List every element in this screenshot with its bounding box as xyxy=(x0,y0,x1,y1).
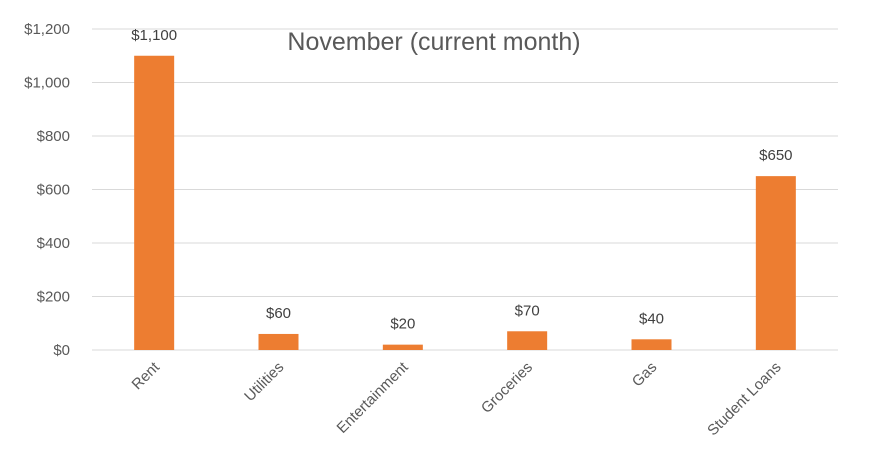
x-category-label: Gas xyxy=(629,359,660,390)
x-category-label: Student Loans xyxy=(704,359,784,439)
x-axis-category-labels: Rent Utilities Entertainment Groceries Gas St… xyxy=(129,358,785,439)
bar xyxy=(382,344,423,350)
x-category-label: Utilities xyxy=(241,359,287,405)
chart-title: November (current month) xyxy=(287,28,580,56)
y-tick-label: $1,200 xyxy=(24,21,70,38)
y-tick-label: $1,000 xyxy=(24,75,70,92)
bar xyxy=(507,331,548,350)
x-category-label: Rent xyxy=(129,358,164,393)
y-tick-label: $800 xyxy=(37,128,70,145)
data-labels: $1,100 $60 $20 $70 $40 $650 xyxy=(131,27,792,333)
data-label: $40 xyxy=(639,310,664,327)
y-tick-label: $400 xyxy=(37,235,70,252)
data-label: $60 xyxy=(266,305,291,322)
data-label: $70 xyxy=(515,302,540,319)
x-category-label: Entertainment xyxy=(334,358,413,437)
y-tick-label: $200 xyxy=(37,289,70,306)
data-label: $1,100 xyxy=(131,27,177,44)
bar xyxy=(134,55,175,350)
bars xyxy=(134,55,796,350)
y-tick-label: $0 xyxy=(53,342,70,359)
gridlines xyxy=(92,28,838,351)
bar xyxy=(631,339,672,350)
bar xyxy=(755,176,796,350)
bar xyxy=(258,333,299,350)
y-axis-tick-labels: $0 $200 $400 $600 $800 $1,000 $1,200 xyxy=(24,21,70,359)
y-tick-label: $600 xyxy=(37,182,70,199)
data-label: $20 xyxy=(390,316,415,333)
x-category-label: Groceries xyxy=(478,359,536,417)
data-label: $650 xyxy=(759,147,792,164)
